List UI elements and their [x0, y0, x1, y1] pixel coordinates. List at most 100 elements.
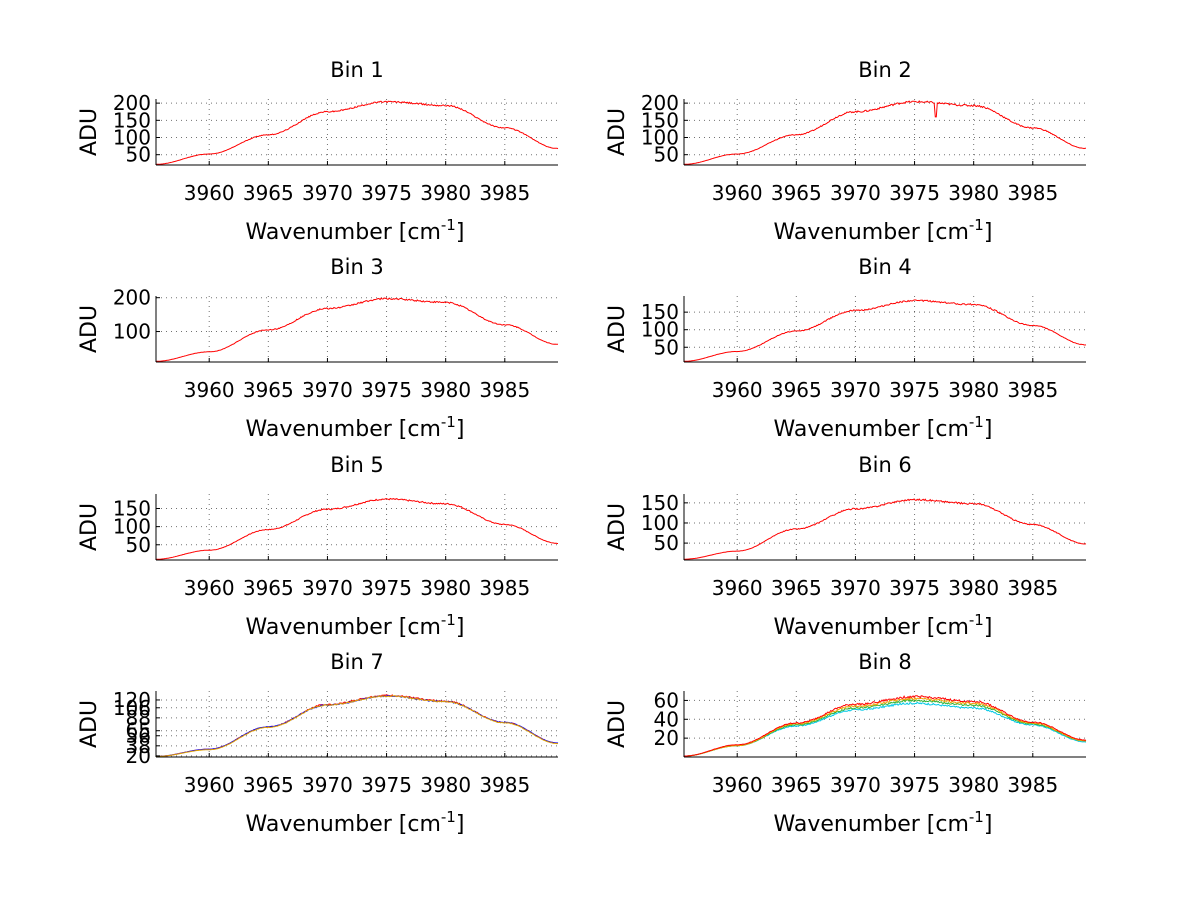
x-axis-label: Wavenumber [cm-1]: [774, 808, 993, 837]
x-tick-label: 3975: [361, 181, 412, 205]
x-tick-label: 3970: [302, 576, 353, 600]
series-line-series-1: [156, 497, 558, 560]
x-tick-label: 3970: [302, 378, 353, 402]
x-tick-label: 3980: [948, 181, 999, 205]
x-tick-label: 3965: [771, 773, 822, 797]
y-tick-label: 200: [641, 91, 679, 115]
y-axis-label: ADU: [77, 305, 102, 353]
x-tick-label: 3985: [1007, 773, 1058, 797]
y-axis-label: ADU: [605, 503, 630, 551]
y-tick-label: 120: [113, 688, 151, 712]
x-tick-label: 3960: [712, 181, 763, 205]
y-tick-label: 200: [113, 91, 151, 115]
x-tick-label: 3975: [889, 181, 940, 205]
x-tick-label: 3980: [420, 378, 471, 402]
y-tick-label: 100: [113, 320, 151, 344]
chart-title: Bin 5: [330, 453, 384, 477]
x-tick-label: 3980: [948, 773, 999, 797]
x-tick-label: 3980: [420, 773, 471, 797]
x-tick-label: 3970: [830, 773, 881, 797]
x-axis-label: Wavenumber [cm-1]: [246, 413, 465, 442]
x-tick-label: 3965: [771, 378, 822, 402]
y-axis-label: ADU: [77, 503, 102, 551]
y-tick-label: 56: [126, 724, 151, 748]
series-line-series-1: [156, 694, 559, 757]
x-tick-label: 3985: [479, 181, 530, 205]
chart-title: Bin 8: [858, 650, 912, 674]
x-tick-label: 3970: [830, 576, 881, 600]
chart-panel-7: Bin 7 3960 3965 3970 3975 3980 3985 20385665881…: [77, 650, 559, 837]
y-tick-label: 20: [654, 726, 679, 750]
y-tick-label: 65: [126, 719, 151, 743]
x-tick-label: 3975: [361, 576, 412, 600]
y-tick-label: 100: [641, 318, 679, 342]
series-line-series-1: [156, 100, 559, 165]
x-tick-label: 3960: [712, 576, 763, 600]
y-tick-label: 150: [113, 108, 151, 132]
x-axis-label: Wavenumber [cm-1]: [774, 413, 993, 442]
x-axis-label: Wavenumber [cm-1]: [774, 611, 993, 640]
y-axis-label: ADU: [605, 108, 630, 156]
x-tick-label: 3980: [420, 181, 471, 205]
series-line-series-cyan: [683, 701, 1086, 757]
y-tick-label: 40: [654, 707, 679, 731]
y-tick-label: 50: [654, 143, 679, 167]
y-tick-label: 20: [126, 744, 151, 768]
y-tick-label: 38: [126, 734, 151, 758]
x-tick-label: 3975: [361, 378, 412, 402]
x-tick-label: 3985: [479, 378, 530, 402]
y-axis-label: ADU: [605, 305, 630, 353]
x-tick-label: 3980: [948, 576, 999, 600]
y-tick-label: 88: [126, 706, 151, 730]
x-tick-label: 3960: [184, 181, 235, 205]
series-line-series-2: [156, 694, 559, 757]
series-line-series-red: [683, 695, 1087, 757]
series-line-series-3: [156, 695, 559, 757]
x-tick-label: 3975: [889, 773, 940, 797]
chart-panel-3: Bin 3 3960 3965 3970 3975 3980 3985 100 200 Waven…: [77, 255, 559, 442]
x-tick-label: 3980: [948, 378, 999, 402]
x-tick-label: 3985: [1007, 181, 1058, 205]
y-tick-label: 100: [641, 126, 679, 150]
x-axis-label: Wavenumber [cm-1]: [774, 216, 993, 245]
x-tick-label: 3985: [1007, 378, 1058, 402]
chart-title: Bin 2: [858, 58, 912, 82]
x-tick-label: 3970: [830, 378, 881, 402]
y-tick-label: 60: [654, 688, 679, 712]
y-tick-label: 100: [641, 511, 679, 535]
chart-panel-2: Bin 2 3960 3965 3970 3975 3980 3985 50100150200…: [605, 58, 1086, 245]
y-axis-label: ADU: [77, 108, 102, 156]
y-tick-label: 150: [113, 497, 151, 521]
series-line-series-orange: [683, 697, 1086, 757]
series-line-series-1: [684, 299, 1087, 362]
x-tick-label: 3970: [830, 181, 881, 205]
x-tick-label: 3985: [479, 576, 530, 600]
series-line-series-1: [156, 297, 559, 362]
chart-title: Bin 7: [330, 650, 384, 674]
x-tick-label: 3960: [712, 378, 763, 402]
chart-panel-1: Bin 1 3960 3965 3970 3975 3980 3985 50100150200…: [77, 58, 559, 245]
x-tick-label: 3965: [243, 378, 294, 402]
x-axis-label: Wavenumber [cm-1]: [246, 808, 465, 837]
x-tick-label: 3980: [420, 576, 471, 600]
chart-title: Bin 1: [330, 58, 384, 82]
y-tick-label: 50: [654, 531, 679, 555]
chart-title: Bin 6: [858, 453, 912, 477]
x-tick-label: 3975: [889, 378, 940, 402]
x-tick-label: 3965: [771, 576, 822, 600]
x-tick-label: 3975: [889, 576, 940, 600]
x-tick-label: 3960: [184, 576, 235, 600]
series-line-series-1: [684, 498, 1087, 560]
y-axis-label: ADU: [77, 700, 102, 748]
y-axis-label: ADU: [605, 700, 630, 748]
x-tick-label: 3960: [184, 773, 235, 797]
y-tick-label: 200: [113, 286, 151, 310]
x-tick-label: 3965: [771, 181, 822, 205]
y-tick-label: 106: [113, 696, 151, 720]
series-line-series-green: [683, 698, 1087, 757]
x-tick-label: 3970: [302, 773, 353, 797]
